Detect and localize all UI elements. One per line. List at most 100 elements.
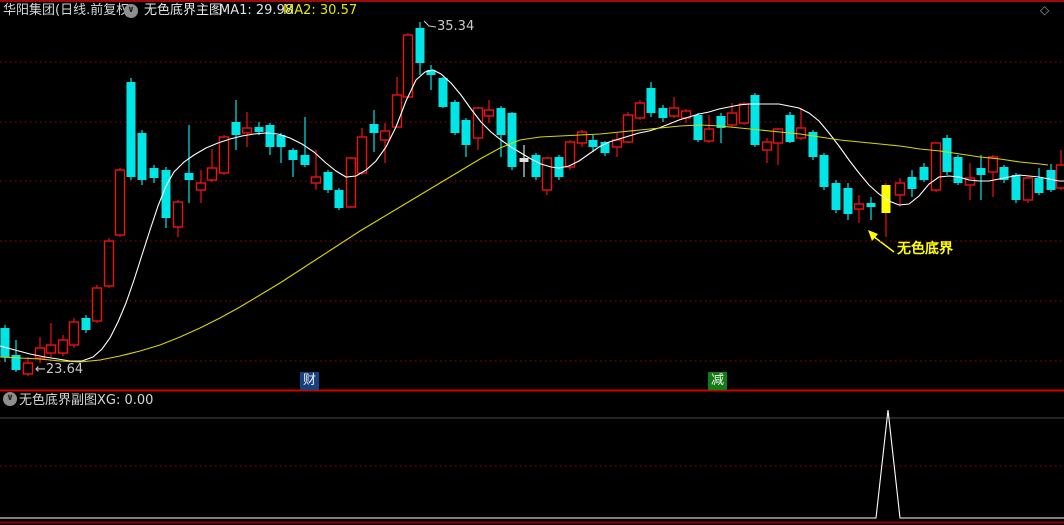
candle xyxy=(976,155,986,200)
candle xyxy=(1034,168,1044,195)
high-price-annotation: 35.34 xyxy=(437,19,475,34)
candle xyxy=(907,170,917,197)
candle xyxy=(999,165,1009,183)
high-annotation-pointer xyxy=(423,20,437,28)
sub-indicator-name: 无色底界副图 xyxy=(19,393,98,408)
candle xyxy=(334,188,344,210)
candle xyxy=(795,108,807,140)
candle xyxy=(611,133,623,157)
candle xyxy=(519,145,529,177)
main-indicator-name: 无色底界主图 xyxy=(144,3,223,18)
chevron-down-icon[interactable]: ∨ xyxy=(3,392,17,406)
candle xyxy=(345,157,357,208)
candle xyxy=(919,163,929,182)
reduction-event-marker[interactable]: 减 xyxy=(708,372,727,390)
signal-arrow-line xyxy=(872,235,895,253)
candle xyxy=(819,153,829,190)
candle xyxy=(622,112,634,143)
candle xyxy=(680,109,692,123)
candle xyxy=(831,180,841,213)
candle xyxy=(953,155,963,185)
candle xyxy=(853,195,865,223)
candle xyxy=(415,22,425,75)
candle xyxy=(761,138,773,163)
candle xyxy=(276,133,286,163)
candle xyxy=(0,325,10,362)
candle xyxy=(356,128,368,175)
candle xyxy=(987,155,999,197)
candle xyxy=(738,102,750,125)
candle xyxy=(726,103,738,127)
low-price-annotation: ←23.64 xyxy=(35,362,84,377)
candle xyxy=(693,113,703,142)
candle xyxy=(379,123,391,163)
chevron-down-icon[interactable]: ∨ xyxy=(124,4,138,18)
candle xyxy=(68,318,80,348)
candle xyxy=(22,357,34,376)
candle xyxy=(750,93,760,147)
candle xyxy=(114,168,126,237)
candle xyxy=(483,100,495,123)
candle xyxy=(103,238,115,288)
candle xyxy=(531,153,541,180)
candle xyxy=(254,122,264,135)
candle xyxy=(894,178,906,207)
candle xyxy=(438,77,448,108)
candle xyxy=(964,163,976,200)
candle xyxy=(634,100,646,120)
candle xyxy=(149,165,159,183)
signal-arrow-head xyxy=(868,230,878,241)
candle xyxy=(45,323,57,357)
candle xyxy=(668,97,680,118)
signal-candle xyxy=(881,183,891,237)
signal-label: 无色底界 xyxy=(897,241,953,257)
candle xyxy=(300,117,310,167)
candle xyxy=(231,100,241,150)
candle xyxy=(184,125,194,203)
xg-value: XG: 0.00 xyxy=(97,393,154,408)
candle xyxy=(576,130,588,147)
candle xyxy=(1022,177,1034,203)
candle xyxy=(310,150,322,190)
candle xyxy=(496,106,506,157)
candle xyxy=(426,65,436,90)
ma1-value: MA1: 29.98 xyxy=(219,3,294,18)
candle xyxy=(81,315,91,333)
candle xyxy=(866,197,876,220)
candle xyxy=(126,78,136,180)
candle xyxy=(265,123,275,155)
candle xyxy=(930,142,942,192)
candle xyxy=(206,149,218,182)
candle xyxy=(323,170,333,193)
candle xyxy=(703,115,715,143)
candle xyxy=(1046,164,1056,192)
candle xyxy=(646,82,656,117)
candle xyxy=(288,148,298,177)
finance-event-marker[interactable]: 财 xyxy=(300,372,319,390)
candle xyxy=(1055,150,1064,190)
candle xyxy=(137,130,147,185)
candle xyxy=(1011,173,1021,203)
ma1-line xyxy=(0,69,1064,362)
candle xyxy=(369,110,379,152)
xg-indicator-line xyxy=(0,409,1064,519)
candle xyxy=(57,335,69,356)
candle xyxy=(808,130,818,160)
candle xyxy=(843,183,853,220)
ma2-line xyxy=(0,124,1049,363)
candle xyxy=(588,135,598,152)
candle xyxy=(91,285,103,323)
candle xyxy=(785,112,795,143)
candle xyxy=(241,112,253,147)
candle xyxy=(461,118,471,157)
candle xyxy=(195,170,207,203)
diamond-icon[interactable]: ◇ xyxy=(1040,3,1050,17)
candle xyxy=(172,200,184,237)
ma2-value: MA2: 30.57 xyxy=(283,3,358,18)
candle xyxy=(772,128,784,165)
candle xyxy=(507,112,517,170)
stock-title: 华阳集团(日线.前复权) xyxy=(3,3,135,18)
candle xyxy=(658,105,668,122)
